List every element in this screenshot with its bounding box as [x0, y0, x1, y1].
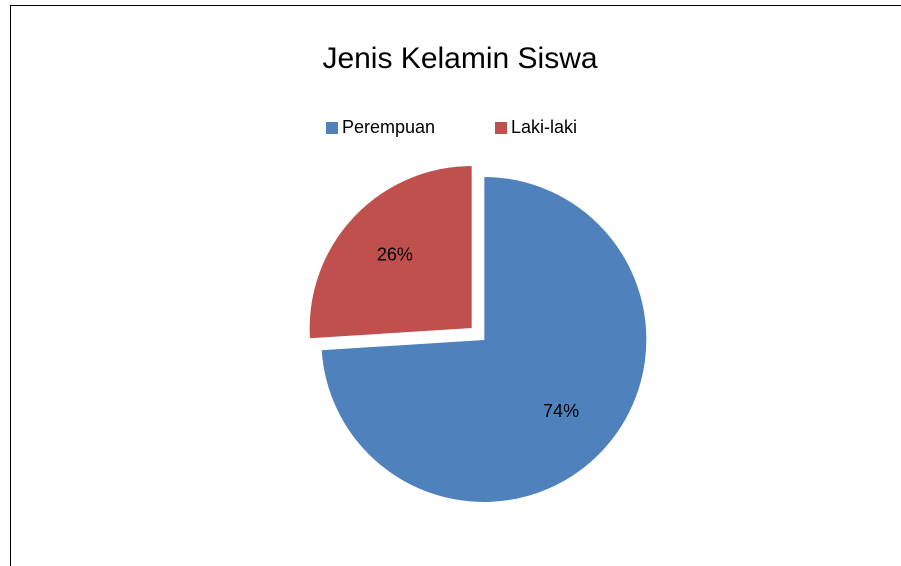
- pie-slice: [320, 175, 648, 503]
- pie-slice: [308, 165, 473, 340]
- data-label: 74%: [543, 401, 579, 421]
- legend-label: Laki-laki: [511, 117, 577, 137]
- legend-label: Perempuan: [342, 117, 435, 137]
- data-label: 26%: [377, 245, 413, 265]
- legend-swatch: [326, 122, 338, 134]
- legend-swatch: [495, 122, 507, 134]
- chart-title: Jenis Kelamin Siswa: [322, 42, 597, 75]
